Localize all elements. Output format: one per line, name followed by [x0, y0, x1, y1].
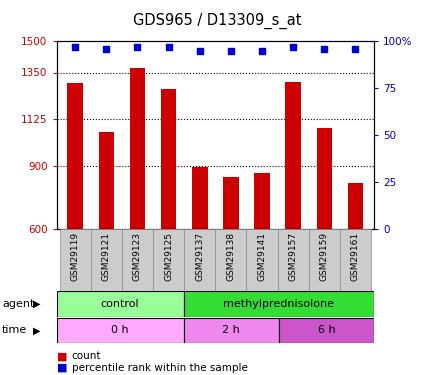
Bar — [59, 229, 91, 291]
Point — [351, 46, 358, 52]
Point — [289, 44, 296, 50]
Text: ■: ■ — [56, 363, 67, 373]
Bar — [347, 183, 362, 229]
Bar — [223, 177, 238, 229]
Text: GSM29119: GSM29119 — [71, 232, 79, 281]
Bar — [122, 229, 153, 291]
Text: 0 h: 0 h — [111, 326, 128, 335]
Text: GSM29141: GSM29141 — [257, 232, 266, 281]
Bar — [215, 229, 246, 291]
Bar — [161, 89, 176, 229]
Bar — [129, 68, 145, 229]
Point — [196, 48, 203, 54]
Bar — [184, 229, 215, 291]
Text: GDS965 / D13309_s_at: GDS965 / D13309_s_at — [133, 13, 301, 29]
Text: GSM29161: GSM29161 — [350, 232, 359, 281]
Bar — [91, 229, 122, 291]
Text: ▶: ▶ — [33, 299, 40, 309]
Text: control: control — [101, 299, 139, 309]
Bar — [278, 318, 373, 343]
Bar — [246, 229, 277, 291]
Text: GSM29159: GSM29159 — [319, 232, 328, 281]
Bar — [308, 229, 339, 291]
Bar — [67, 83, 83, 229]
Text: percentile rank within the sample: percentile rank within the sample — [72, 363, 247, 373]
Bar — [285, 82, 300, 229]
Bar — [316, 128, 331, 229]
Bar — [183, 318, 278, 343]
Text: ▶: ▶ — [33, 326, 40, 335]
Point — [72, 44, 79, 50]
Text: GSM29123: GSM29123 — [133, 232, 141, 281]
Bar — [191, 167, 207, 229]
Text: GSM29137: GSM29137 — [195, 232, 204, 281]
Bar — [56, 291, 183, 317]
Bar — [183, 291, 373, 317]
Text: count: count — [72, 351, 101, 361]
Text: GSM29157: GSM29157 — [288, 232, 297, 281]
Bar — [339, 229, 370, 291]
Text: GSM29125: GSM29125 — [164, 232, 173, 281]
Text: agent: agent — [2, 299, 34, 309]
Point — [227, 48, 234, 54]
Text: methylprednisolone: methylprednisolone — [223, 299, 334, 309]
Text: GSM29121: GSM29121 — [102, 232, 111, 281]
Bar — [56, 318, 183, 343]
Text: time: time — [2, 326, 27, 335]
Point — [103, 46, 110, 52]
Bar — [277, 229, 308, 291]
Text: 6 h: 6 h — [317, 326, 335, 335]
Point — [165, 44, 172, 50]
Text: GSM29138: GSM29138 — [226, 232, 235, 281]
Point — [320, 46, 327, 52]
Text: 2 h: 2 h — [222, 326, 240, 335]
Point — [134, 44, 141, 50]
Bar — [153, 229, 184, 291]
Bar — [253, 172, 269, 229]
Text: ■: ■ — [56, 351, 67, 361]
Point — [258, 48, 265, 54]
Bar — [99, 132, 114, 229]
